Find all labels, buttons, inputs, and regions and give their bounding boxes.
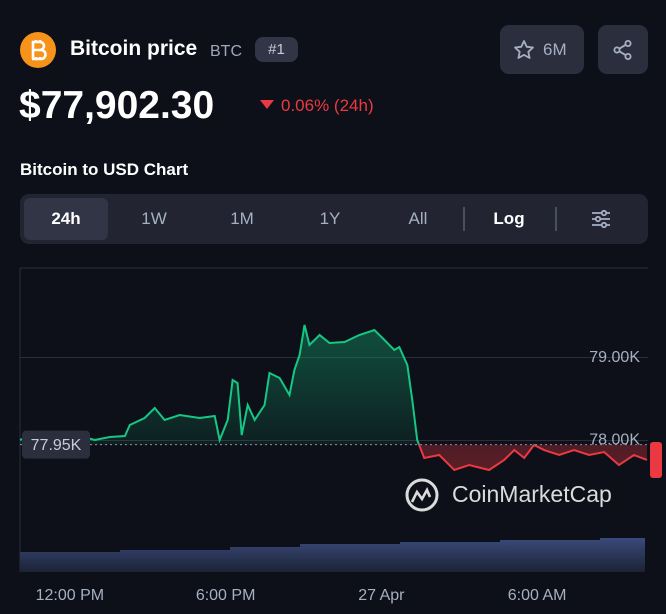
tab[interactable]: 1M: [230, 209, 254, 228]
watermark-text: CoinMarketCap: [452, 481, 612, 507]
separator: [555, 207, 557, 231]
volume-bars: [20, 538, 645, 572]
price: $77,902.30: [19, 84, 215, 127]
area-up: [20, 324, 647, 445]
chart-frame: [19, 267, 648, 572]
watermark: [405, 478, 439, 512]
tab[interactable]: 1Y: [319, 209, 341, 228]
last-price-tag: [650, 441, 662, 478]
area-down: [419, 444, 647, 471]
coin-logo: [20, 32, 56, 68]
watchlist-button[interactable]: 6M: [500, 25, 584, 74]
star-icon: [514, 40, 534, 59]
coin-name: Bitcoin price: [70, 37, 198, 60]
settings-icon[interactable]: [590, 208, 612, 230]
y-tick-label: 78.00K: [589, 432, 640, 449]
tab[interactable]: 24h: [24, 198, 108, 240]
x-tick-label: 12:00 PM: [36, 587, 104, 604]
chart: 78.00K 79.00K 12:00 PM 6:00 PM 27 Apr 6:00 AM…: [19, 267, 662, 604]
x-tick-label: 27 Apr: [358, 587, 405, 604]
price-line-up: [19, 324, 536, 445]
price-change: 0.06% (24h): [281, 96, 374, 115]
price-line-down: [417, 444, 648, 472]
chart-heading: Bitcoin to USD Chart: [20, 160, 189, 179]
y-tick-label: 79.00K: [589, 349, 640, 366]
tab[interactable]: 1W: [141, 209, 167, 228]
baseline-label: 77.95K: [31, 437, 82, 454]
separator: [463, 207, 465, 231]
watchlist-count: 6M: [543, 40, 567, 59]
tab-bar: [20, 194, 648, 244]
x-tick-label: 6:00 AM: [508, 587, 567, 604]
share-icon: [613, 40, 632, 60]
down-arrow: [260, 100, 274, 109]
baseline-label-box: [22, 430, 90, 459]
coin-symbol: BTC: [210, 43, 242, 60]
share-button[interactable]: [598, 25, 648, 74]
rank-badge: #1: [255, 37, 298, 62]
tab[interactable]: All: [408, 209, 428, 228]
x-tick-label: 6:00 PM: [196, 587, 256, 604]
tab[interactable]: Log: [493, 209, 525, 228]
